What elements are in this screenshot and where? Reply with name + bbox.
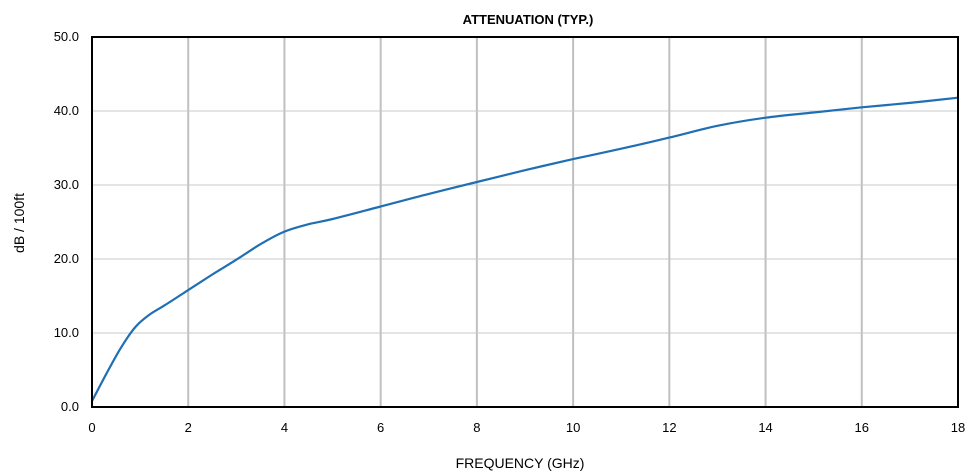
- tick-label-layer: 0 2 4 6 8 10 12 14 16 18 0.0 10.0 20.0 30.0 40.0 50.0: [54, 29, 966, 435]
- chart-title: ATTENUATION (TYP.): [463, 12, 594, 27]
- x-tick-label: 6: [377, 420, 384, 435]
- plot-frame: [91, 36, 959, 408]
- x-tick-label: 10: [566, 420, 580, 435]
- x-tick-label: 4: [281, 420, 288, 435]
- grid-layer: [92, 37, 958, 407]
- y-tick-label: 0.0: [61, 399, 79, 414]
- x-axis-label: FREQUENCY (GHz): [456, 455, 585, 471]
- y-tick-label: 50.0: [54, 29, 79, 44]
- x-tick-label: 16: [855, 420, 869, 435]
- x-tick-label: 8: [473, 420, 480, 435]
- x-tick-label: 12: [662, 420, 676, 435]
- x-tick-label: 18: [951, 420, 965, 435]
- y-tick-label: 20.0: [54, 251, 79, 266]
- y-tick-label: 10.0: [54, 325, 79, 340]
- x-tick-label: 2: [185, 420, 192, 435]
- series-layer: [91, 96, 959, 402]
- x-tick-label: 0: [88, 420, 95, 435]
- frame-layer: [91, 36, 959, 408]
- y-tick-label: 40.0: [54, 103, 79, 118]
- y-axis-label: dB / 100ft: [11, 193, 27, 253]
- y-tick-label: 30.0: [54, 177, 79, 192]
- series-line: [91, 96, 959, 402]
- x-tick-label: 14: [758, 420, 772, 435]
